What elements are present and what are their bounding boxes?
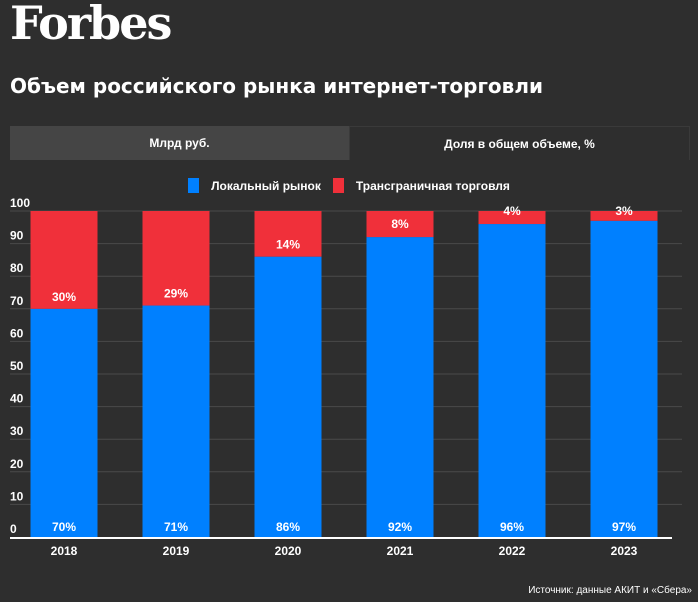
bar-crossborder[interactable] [478, 211, 546, 225]
bar-crossborder[interactable] [590, 211, 658, 221]
data-label-local: 97% [612, 520, 636, 534]
legend-item-crossborder[interactable]: Трансграничная торговля [332, 178, 510, 193]
data-label-crossborder: 14% [276, 238, 300, 252]
data-label-crossborder: 8% [391, 217, 409, 231]
legend-swatch-crossborder [332, 178, 344, 193]
forbes-logo: Forbes [10, 0, 172, 50]
y-tick-label: 70 [10, 294, 24, 308]
bar-crossborder[interactable] [30, 211, 98, 309]
data-label-local: 86% [276, 520, 300, 534]
bar-crossborder[interactable] [142, 211, 210, 306]
y-tick-label: 60 [10, 326, 24, 340]
bar-local[interactable] [590, 220, 658, 537]
data-label-local: 92% [388, 520, 412, 534]
bar-crossborder[interactable] [254, 211, 322, 257]
legend-label-crossborder: Трансграничная торговля [355, 178, 510, 193]
data-label-crossborder: 29% [164, 287, 188, 301]
bar-crossborder[interactable] [366, 211, 434, 238]
stacked-bar-chart: 0 10 20 30 40 50 60 70 80 90 100 70% 30% 2018 71% 29% 20… [10, 196, 682, 558]
data-label-local: 96% [500, 520, 524, 534]
y-tick-label: 30 [10, 424, 24, 438]
bar-local[interactable] [30, 308, 98, 537]
tab-bar: Млрд руб. Доля в общем объеме, % [10, 126, 690, 160]
y-tick-label: 90 [10, 229, 24, 243]
y-tick-label: 10 [10, 489, 24, 503]
y-tick-label: 50 [10, 359, 24, 373]
bar-local[interactable] [366, 237, 434, 537]
legend-swatch-local [188, 178, 200, 193]
x-tick-label: 2023 [611, 544, 638, 558]
y-tick-label: 0 [10, 522, 17, 536]
y-tick-label: 20 [10, 457, 24, 471]
y-tick-label: 100 [10, 196, 30, 210]
data-label-crossborder: 4% [503, 204, 521, 218]
bar-local[interactable] [142, 305, 210, 537]
bar-local[interactable] [478, 224, 546, 538]
tab-billion-rub[interactable]: Млрд руб. [10, 126, 349, 160]
data-label-local: 71% [164, 520, 188, 534]
bar-local[interactable] [254, 256, 322, 537]
x-tick-label: 2021 [387, 544, 414, 558]
data-label-local: 70% [52, 520, 76, 534]
page-title: Объем российского рынка интернет-торговл… [10, 74, 543, 98]
source-note: Источник: данные АКИТ и «Сбера» [528, 585, 692, 596]
data-label-crossborder: 30% [52, 290, 76, 304]
x-tick-label: 2020 [275, 544, 302, 558]
chart-legend: Локальный рынок Трансграничная торговля [0, 178, 698, 193]
x-tick-label: 2022 [499, 544, 526, 558]
y-tick-label: 80 [10, 261, 24, 275]
x-tick-label: 2018 [51, 544, 78, 558]
x-tick-label: 2019 [163, 544, 190, 558]
legend-label-local: Локальный рынок [211, 178, 321, 193]
y-tick-label: 40 [10, 392, 24, 406]
legend-item-local[interactable]: Локальный рынок [188, 178, 321, 193]
tab-share-percent[interactable]: Доля в общем объеме, % [349, 126, 690, 160]
data-label-crossborder: 3% [615, 204, 633, 218]
